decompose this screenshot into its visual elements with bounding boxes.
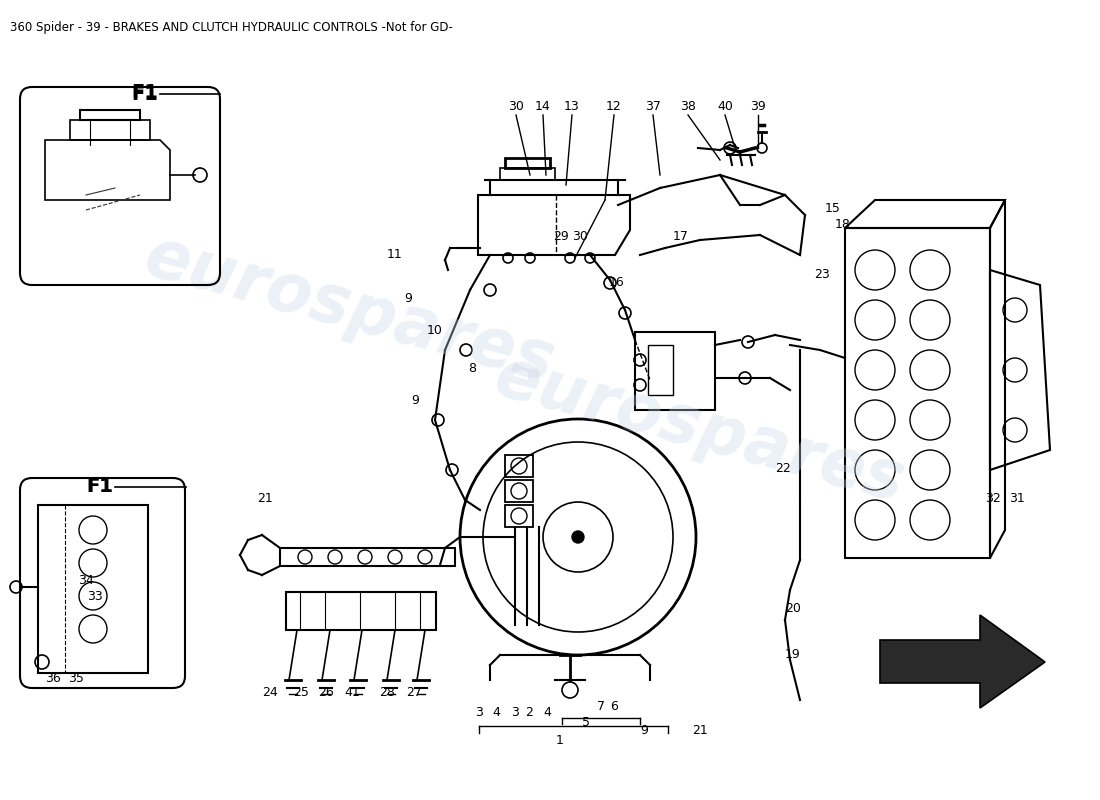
Bar xyxy=(505,480,534,502)
Text: 37: 37 xyxy=(645,101,661,114)
Text: 30: 30 xyxy=(508,101,524,114)
Bar xyxy=(280,548,455,566)
Text: 34: 34 xyxy=(78,574,94,586)
Text: 32: 32 xyxy=(986,493,1001,506)
Text: 1: 1 xyxy=(557,734,564,746)
Bar xyxy=(505,505,534,527)
Text: 31: 31 xyxy=(1009,493,1025,506)
Text: 14: 14 xyxy=(535,101,551,114)
Text: 3: 3 xyxy=(512,706,519,719)
Text: 33: 33 xyxy=(87,590,103,603)
Text: 15: 15 xyxy=(825,202,840,214)
Text: 360 Spider - 39 - BRAKES AND CLUTCH HYDRAULIC CONTROLS -Not for GD-: 360 Spider - 39 - BRAKES AND CLUTCH HYDR… xyxy=(10,22,453,34)
Text: F1: F1 xyxy=(87,478,113,497)
Text: 25: 25 xyxy=(293,686,309,699)
Text: 21: 21 xyxy=(692,723,708,737)
Text: 7: 7 xyxy=(597,701,605,714)
Text: 24: 24 xyxy=(262,686,278,699)
Text: F1: F1 xyxy=(132,83,158,102)
Text: 4: 4 xyxy=(492,706,499,719)
Text: 40: 40 xyxy=(717,101,733,114)
Text: 9: 9 xyxy=(411,394,419,406)
Text: 36: 36 xyxy=(45,671,60,685)
Text: eurospares: eurospares xyxy=(138,223,562,397)
Text: 8: 8 xyxy=(468,362,476,374)
Text: 21: 21 xyxy=(257,491,273,505)
Text: 35: 35 xyxy=(68,671,84,685)
Text: 20: 20 xyxy=(785,602,801,615)
Text: F1: F1 xyxy=(87,478,113,497)
Text: 26: 26 xyxy=(318,686,334,699)
Text: 6: 6 xyxy=(610,701,618,714)
Bar xyxy=(648,345,673,395)
Text: 9: 9 xyxy=(640,723,648,737)
Bar xyxy=(39,505,148,673)
Text: 23: 23 xyxy=(814,269,829,282)
Text: 11: 11 xyxy=(387,247,403,261)
Text: 13: 13 xyxy=(564,101,580,114)
Text: 12: 12 xyxy=(606,101,621,114)
Text: 2: 2 xyxy=(525,706,532,719)
Text: 4: 4 xyxy=(543,706,551,719)
Text: 38: 38 xyxy=(680,101,696,114)
Text: 9: 9 xyxy=(404,293,411,306)
Bar xyxy=(286,592,436,630)
Text: 3: 3 xyxy=(475,706,483,719)
Text: 39: 39 xyxy=(750,101,766,114)
Text: 22: 22 xyxy=(776,462,791,474)
Text: 27: 27 xyxy=(406,686,422,699)
Circle shape xyxy=(572,531,584,543)
Bar xyxy=(635,332,715,410)
Text: 5: 5 xyxy=(582,715,590,729)
Text: 28: 28 xyxy=(379,686,395,699)
Text: 30: 30 xyxy=(572,230,587,242)
Text: 18: 18 xyxy=(835,218,851,231)
Bar xyxy=(845,228,990,558)
Text: 16: 16 xyxy=(609,277,625,290)
Text: F1: F1 xyxy=(132,85,158,103)
Text: 10: 10 xyxy=(427,323,443,337)
Text: 29: 29 xyxy=(553,230,569,242)
Polygon shape xyxy=(880,615,1045,708)
Text: 17: 17 xyxy=(673,230,689,243)
Bar xyxy=(505,455,534,477)
Text: eurospares: eurospares xyxy=(488,343,912,517)
Text: 41: 41 xyxy=(344,686,360,699)
Text: 19: 19 xyxy=(785,647,801,661)
